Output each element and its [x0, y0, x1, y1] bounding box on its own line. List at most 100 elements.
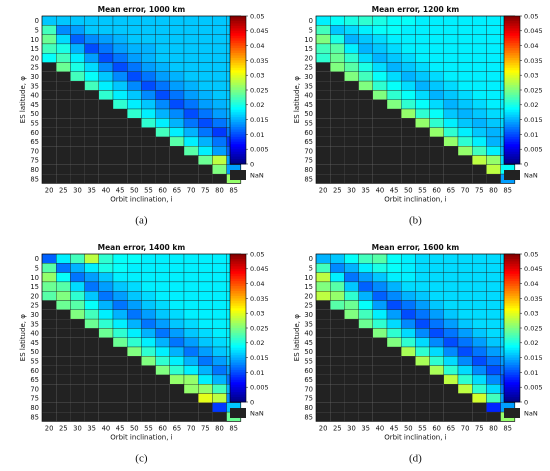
nan-cell	[127, 374, 142, 385]
colorbar-segment	[504, 16, 520, 19]
nan-cell	[401, 146, 416, 156]
heatmap-cell	[429, 253, 444, 264]
colorbar-segment	[230, 119, 246, 123]
colorbar-segment	[504, 131, 520, 135]
nan-cell	[113, 136, 128, 147]
colorbar-segment	[230, 107, 246, 111]
nan-cell	[70, 109, 85, 119]
y-tick-label: 70	[304, 385, 313, 393]
heatmap-cell	[127, 25, 142, 35]
nan-cell	[372, 412, 387, 422]
nan-cell	[344, 90, 359, 100]
heatmap-cell	[112, 15, 128, 26]
x-tick-label: 20	[45, 186, 54, 194]
heatmap-cell	[169, 337, 185, 348]
nan-cell	[98, 109, 113, 119]
heatmap-cell	[358, 71, 373, 82]
nan-cell	[98, 393, 113, 403]
colorbar-segment	[230, 72, 246, 76]
nan-cell	[127, 393, 142, 403]
heatmap-cell	[212, 53, 227, 63]
colorbar-segment	[230, 360, 246, 363]
colorbar-segment	[230, 258, 246, 262]
colorbar-segment	[504, 141, 520, 145]
y-tick-label: 45	[30, 339, 39, 347]
heatmap-cell	[212, 356, 227, 366]
heatmap-cell	[84, 309, 99, 320]
heatmap-cell	[457, 146, 473, 156]
heatmap-cell	[112, 25, 128, 35]
colorbar-segment	[230, 144, 246, 148]
y-tick-label: 40	[30, 330, 39, 338]
colorbar-segment	[504, 30, 520, 34]
heatmap-cell	[330, 300, 345, 310]
heatmap-cell	[372, 291, 388, 301]
heatmap-cell	[457, 71, 473, 82]
colorbar-segment	[504, 310, 520, 314]
colorbar-segment	[230, 90, 246, 93]
heatmap-cell	[212, 337, 227, 348]
heatmap-cell	[443, 337, 459, 348]
y-tick-label: 25	[30, 64, 39, 72]
heatmap-cell	[315, 253, 331, 264]
heatmap-cell	[183, 71, 199, 82]
heatmap-cell	[112, 62, 128, 72]
nan-cell	[316, 393, 331, 403]
heatmap-cell	[401, 281, 416, 292]
nan-cell	[70, 365, 85, 375]
heatmap-cell	[169, 291, 185, 301]
nan-cell	[84, 109, 99, 119]
heatmap-cell	[98, 25, 114, 35]
colorbar-segment	[230, 94, 246, 98]
heatmap-cell	[198, 146, 213, 156]
colorbar-segment	[230, 384, 246, 388]
heatmap-cell	[169, 136, 185, 147]
y-tick-label: 80	[304, 166, 313, 174]
heatmap-cell	[401, 272, 416, 283]
colorbar-segment	[230, 369, 246, 373]
heatmap-cell	[98, 253, 114, 264]
heatmap-cell	[198, 136, 213, 147]
x-tick-label: 35	[87, 424, 96, 432]
colorbar-segment	[504, 72, 520, 76]
y-tick-label: 50	[304, 348, 313, 356]
nan-cell	[401, 155, 416, 165]
heatmap-cell	[155, 53, 170, 63]
heatmap-cell	[84, 80, 99, 91]
x-tick-label: 45	[390, 424, 399, 432]
panel-label: (d)	[409, 452, 422, 464]
colorbar-tick-label: 0.045	[250, 265, 269, 273]
heatmap-cell	[183, 281, 199, 292]
heatmap-cell	[155, 62, 170, 72]
heatmap-cell	[155, 253, 170, 264]
colorbar-segment	[230, 318, 246, 321]
colorbar-segment	[230, 156, 246, 160]
nan-cell	[443, 146, 458, 156]
nan-cell	[316, 71, 331, 82]
nan-cell	[56, 164, 71, 175]
colorbar-segment	[230, 347, 246, 351]
nan-cell	[415, 136, 430, 147]
colorbar-segment	[230, 109, 246, 113]
heatmap-cell	[401, 62, 416, 72]
nan-cell	[98, 174, 113, 184]
heatmap-cell	[169, 365, 185, 376]
heatmap-cell	[330, 281, 345, 292]
heatmap-cell	[183, 146, 199, 156]
heatmap-cell	[84, 43, 99, 54]
heatmap-cell	[112, 53, 128, 63]
colorbar-segment	[504, 345, 520, 349]
heatmap-cell	[443, 318, 459, 329]
heatmap-cell	[183, 62, 199, 72]
heatmap-cell	[415, 346, 430, 357]
nan-cell	[127, 127, 142, 137]
colorbar-segment	[230, 350, 246, 354]
heatmap-cell	[486, 71, 501, 82]
heatmap-cell	[212, 263, 227, 273]
heatmap-cell	[330, 53, 345, 63]
colorbar-segment	[504, 357, 520, 361]
heatmap-cell	[141, 25, 156, 35]
colorbar-segment	[230, 131, 246, 135]
colorbar-segment	[504, 300, 520, 304]
